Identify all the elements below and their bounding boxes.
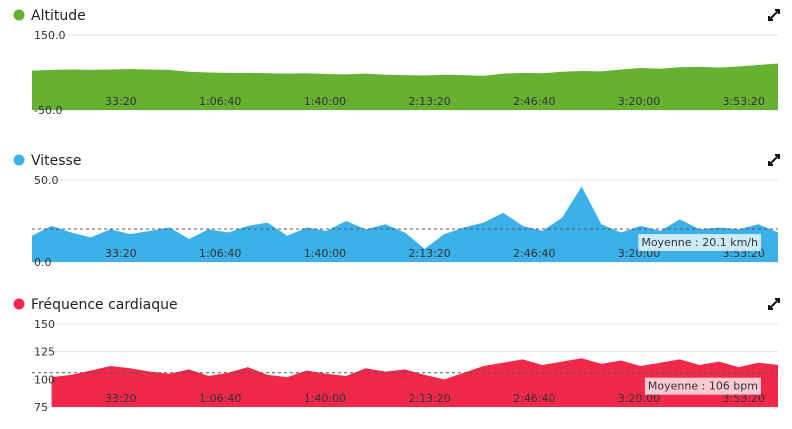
y-tick-label: -50.0 [34, 104, 62, 117]
y-tick-label: 100 [34, 373, 55, 386]
x-tick-label: 2:46:40 [513, 247, 555, 260]
mean-label: Moyenne : 106 bpm [648, 380, 758, 393]
x-tick-label: 33:20 [105, 247, 137, 260]
x-tick-label: 3:53:20 [723, 392, 765, 405]
chart-title: Vitesse [31, 153, 81, 169]
title-dot [13, 298, 25, 310]
chart-title: Altitude [31, 8, 86, 24]
expand-icon[interactable] [768, 9, 780, 21]
x-tick-label: 33:20 [105, 392, 137, 405]
y-tick-label: 125 [34, 346, 55, 359]
x-tick-label: 1:06:40 [199, 392, 241, 405]
expand-icon[interactable] [768, 154, 780, 166]
x-tick-label: 2:46:40 [513, 392, 555, 405]
x-tick-label: 1:40:00 [304, 247, 346, 260]
area [32, 186, 778, 262]
x-tick-label: 2:46:40 [513, 95, 555, 108]
x-tick-label: 1:40:00 [304, 392, 346, 405]
area [51, 358, 778, 407]
x-tick-label: 33:20 [105, 95, 137, 108]
expand-icon[interactable] [768, 298, 780, 310]
y-tick-label: 50.0 [34, 174, 59, 187]
x-tick-label: 1:06:40 [199, 95, 241, 108]
x-tick-label: 2:13:20 [408, 247, 450, 260]
mean-label-bg [638, 234, 762, 252]
mean-label: Moyenne : 20.1 km/h [641, 236, 758, 249]
x-tick-label: 3:20:00 [618, 95, 660, 108]
x-tick-label: 3:20:00 [618, 392, 660, 405]
area [32, 63, 778, 110]
y-tick-label: 0.0 [34, 256, 52, 269]
y-tick-label: 150.0 [34, 29, 66, 42]
x-tick-label: 1:06:40 [199, 247, 241, 260]
x-tick-label: 2:13:20 [408, 392, 450, 405]
title-dot [13, 9, 25, 21]
y-tick-label: 75 [34, 401, 48, 414]
y-tick-label: 150 [34, 318, 55, 331]
title-dot [13, 154, 25, 166]
x-tick-label: 1:40:00 [304, 95, 346, 108]
x-tick-label: 2:13:20 [408, 95, 450, 108]
x-tick-label: 3:53:20 [723, 95, 765, 108]
chart-title: Fréquence cardiaque [31, 297, 178, 313]
mean-label-bg [644, 377, 761, 395]
